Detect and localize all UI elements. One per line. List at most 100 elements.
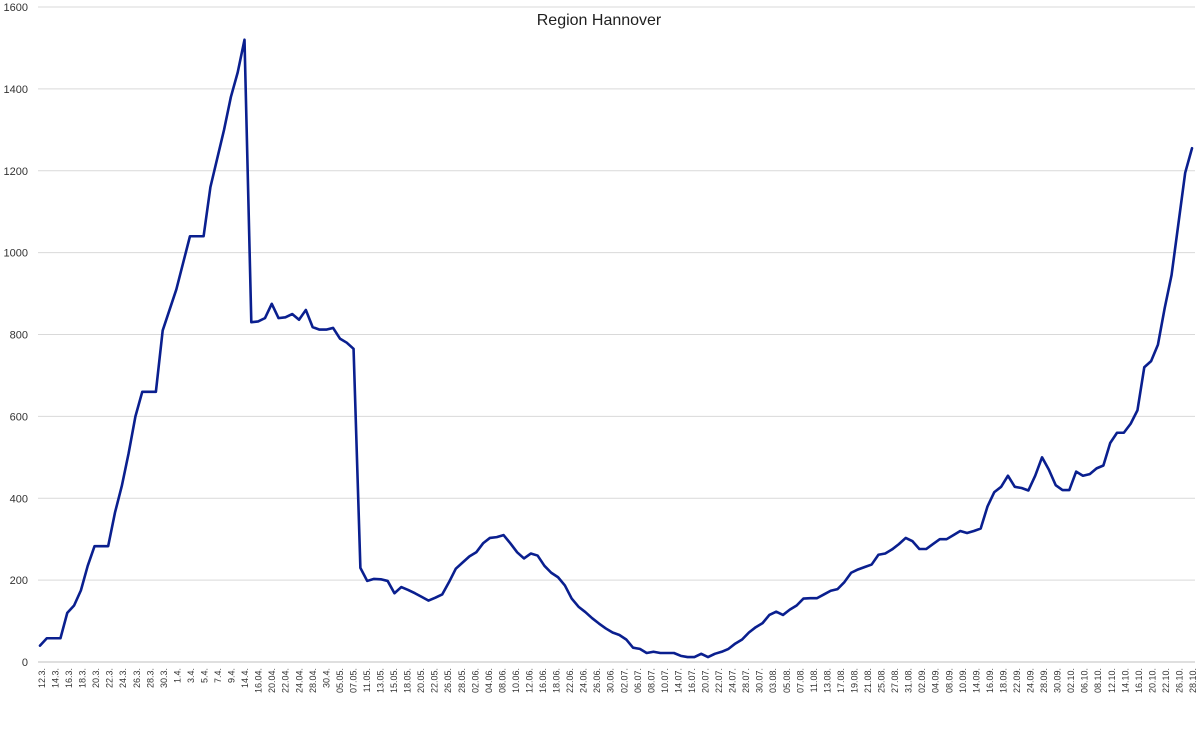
x-tick-label: 14.4. (240, 668, 250, 688)
x-tick-label: 02.10. (1066, 668, 1076, 693)
x-tick-label: 15.05. (389, 668, 399, 693)
x-tick-label: 13.05. (376, 668, 386, 693)
x-tick-label: 18.05. (403, 668, 413, 693)
x-tick-label: 08.07. (646, 668, 656, 693)
x-tick-label: 06.07. (633, 668, 643, 693)
x-tick-label: 08.10. (1093, 668, 1103, 693)
x-tick-label: 28.09. (1039, 668, 1049, 693)
x-tick-label: 14.07. (673, 668, 683, 693)
x-tick-label: 12.3. (37, 668, 47, 688)
x-tick-label: 24.04. (294, 668, 304, 693)
y-tick-label: 1600 (4, 2, 28, 14)
x-tick-label: 20.04. (267, 668, 277, 693)
x-tick-label: 11.08. (809, 668, 819, 692)
series-line (38, 38, 1194, 659)
y-tick-label: 200 (10, 575, 28, 587)
x-tick-label: 14.09. (971, 668, 981, 693)
x-tick-label: 02.07. (619, 668, 629, 693)
x-tick-label: 22.04. (281, 668, 291, 693)
x-tick-label: 22.06. (565, 668, 575, 693)
x-tick-label: 1.4. (172, 668, 182, 683)
x-tick-label: 22.10. (1161, 668, 1171, 693)
x-tick-label: 22.3. (105, 668, 115, 688)
x-tick-label: 5.4. (199, 668, 209, 683)
x-tick-label: 20.10. (1147, 668, 1157, 693)
x-tick-label: 14.10. (1120, 668, 1130, 693)
y-tick-label: 400 (10, 493, 28, 505)
x-tick-label: 22.09. (1012, 668, 1022, 693)
y-tick-label: 800 (10, 330, 28, 342)
x-tick-label: 10.06. (511, 668, 521, 693)
x-tick-label: 16.09. (985, 668, 995, 693)
gridlines (38, 6, 1195, 581)
x-tick-label: 30.07. (755, 668, 765, 693)
x-tick-label: 26.3. (132, 668, 142, 688)
x-tick-label: 28.3. (145, 668, 155, 688)
x-tick-label: 24.09. (1026, 668, 1036, 693)
x-tick-label: 30.06. (606, 668, 616, 693)
x-tick-label: 02.06. (470, 668, 480, 693)
x-tick-label: 18.09. (998, 668, 1008, 693)
x-tick-label: 18.06. (552, 668, 562, 693)
x-tick-label: 16.07. (687, 668, 697, 693)
x-tick-label: 9.4. (227, 668, 237, 683)
x-tick-label: 04.06. (484, 668, 494, 693)
x-tick-label: 07.05. (348, 668, 358, 693)
x-tick-label: 20.05. (416, 668, 426, 693)
x-tick-label: 24.3. (118, 668, 128, 688)
x-tick-label: 17.08. (836, 668, 846, 693)
x-tick-label: 05.08. (782, 668, 792, 693)
x-tick-label: 26.05. (443, 668, 453, 693)
y-tick-label: 600 (10, 411, 28, 423)
x-tick-label: 31.08. (904, 668, 914, 693)
x-tick-label: 10.09. (958, 668, 968, 693)
y-tick-label: 1200 (4, 166, 28, 178)
x-tick-label: 13.08. (822, 668, 832, 693)
x-tick-label: 12.06. (524, 668, 534, 693)
x-tick-label: 20.07. (701, 668, 711, 693)
x-tick-label: 20.3. (91, 668, 101, 688)
x-tick-label: 28.07. (741, 668, 751, 693)
x-tick-label: 11.05. (362, 668, 372, 692)
x-tick-label: 07.08. (795, 668, 805, 693)
x-tick-label: 26.06. (592, 668, 602, 693)
x-tick-label: 27.08. (890, 668, 900, 693)
x-tick-label: 02.09. (917, 668, 927, 693)
x-tick-label: 30.4. (321, 668, 331, 688)
x-tick-label: 3.4. (186, 668, 196, 683)
y-axis-ticks: 0 200 400 600 800 1000 1200 1400 1600 (4, 2, 28, 669)
x-tick-label: 22.07. (714, 668, 724, 693)
x-tick-label: 14.3. (51, 668, 61, 688)
y-tick-label: 1000 (4, 248, 28, 260)
x-axis-ticks: 12.3. 14.3. 16.3. 18.3. 20.3. 22.3. 24.3. 26.3.… (37, 668, 1198, 693)
x-tick-label: 06.10. (1080, 668, 1090, 693)
x-tick-label: 05.05. (335, 668, 345, 693)
x-tick-label: 24.07. (728, 668, 738, 693)
x-tick-label: 25.08. (877, 668, 887, 693)
x-tick-label: 24.06. (579, 668, 589, 693)
y-tick-label: 1400 (4, 84, 28, 96)
x-tick-label: 28.05. (457, 668, 467, 693)
x-tick-label: 12.10. (1107, 668, 1117, 693)
x-tick-label: 16.3. (64, 668, 74, 688)
x-tick-label: 30.3. (159, 668, 169, 688)
x-tick-label: 19.08. (849, 668, 859, 693)
x-tick-label: 10.07. (660, 668, 670, 693)
x-tick-label: 21.08. (863, 668, 873, 693)
x-tick-label: 03.08. (768, 668, 778, 693)
x-tick-label: 04.09. (931, 668, 941, 693)
x-tick-label: 30.09. (1053, 668, 1063, 693)
x-tick-label: 16.06. (538, 668, 548, 693)
x-tick-label: 16.04. (254, 668, 264, 693)
x-tick-label: 28.04. (308, 668, 318, 693)
x-tick-label: 7.4. (213, 668, 223, 683)
x-tick-label: 08.06. (497, 668, 507, 693)
x-tick-label: 16.10. (1134, 668, 1144, 693)
x-tick-label: 22.05. (430, 668, 440, 693)
y-tick-label: 0 (22, 657, 28, 669)
x-tick-label: 28.10. (1188, 668, 1198, 693)
chart-title: Region Hannover (537, 12, 662, 29)
x-tick-label: 08.09. (944, 668, 954, 693)
